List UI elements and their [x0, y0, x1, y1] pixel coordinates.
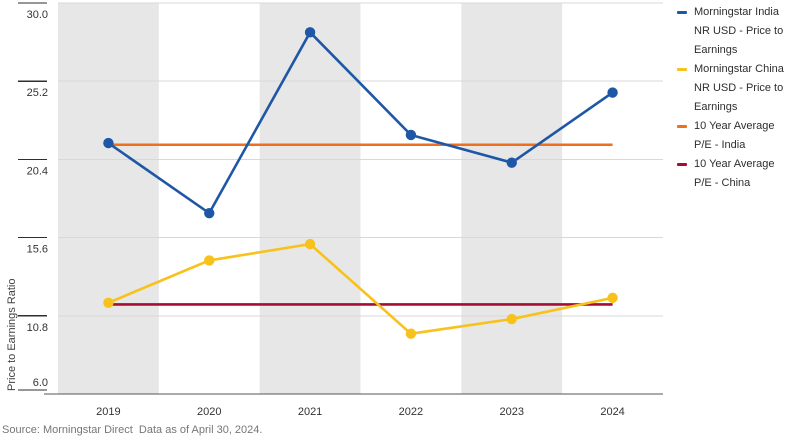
data-point: [506, 157, 517, 168]
legend-swatch-china-series: [677, 68, 687, 71]
x-tick-label: 2021: [298, 406, 322, 418]
data-point: [607, 87, 618, 98]
data-point: [103, 137, 114, 149]
y-tick-label: 30.0: [27, 9, 48, 21]
source-note: Source: Morningstar Direct Data as of Ap…: [2, 424, 263, 436]
data-point: [304, 238, 316, 250]
data-point: [204, 255, 215, 266]
x-tick-label: 2022: [399, 406, 423, 418]
legend-label-avg-china: 10 Year Average P/E - China: [694, 158, 775, 189]
y-tick-label: 20.4: [27, 165, 48, 177]
x-tick-label: 2024: [600, 406, 624, 418]
y-tick-label: 25.2: [27, 87, 48, 99]
y-tick-label: 10.8: [27, 322, 48, 334]
data-point: [103, 297, 114, 308]
data-point: [607, 292, 618, 304]
chart-legend: Morningstar India NR USD - Price to Earn…: [677, 3, 788, 193]
y-tick-label: 15.6: [27, 244, 48, 256]
legend-label-avg-india: 10 Year Average P/E - India: [694, 120, 775, 151]
y-axis-title: Price to Earnings Ratio: [6, 278, 18, 392]
legend-label-india-series: Morningstar India NR USD - Price to Earn…: [694, 6, 784, 56]
data-point: [405, 328, 417, 339]
x-tick-label: 2023: [500, 406, 524, 418]
y-tick-label: 6.0: [33, 377, 48, 389]
x-tick-label: 2019: [96, 406, 120, 418]
legend-swatch-india-series: [677, 11, 687, 14]
legend-swatch-avg-india: [677, 125, 687, 128]
series-line: [107, 30, 614, 216]
series-line: [107, 242, 613, 336]
x-tick-label: 2020: [197, 406, 221, 418]
data-point: [204, 207, 215, 219]
shaded-column-band: [259, 3, 361, 394]
legend-swatch-avg-china: [677, 163, 687, 166]
legend-item-india-series: Morningstar India NR USD - Price to Earn…: [677, 3, 788, 60]
legend-item-china-series: Morningstar China NR USD - Price to Earn…: [677, 60, 788, 117]
data-point: [405, 129, 417, 141]
shaded-column-band: [58, 3, 159, 394]
data-point: [304, 27, 316, 38]
data-point: [506, 313, 517, 325]
shaded-column-band: [461, 3, 563, 394]
legend-label-china-series: Morningstar China NR USD - Price to Earn…: [694, 63, 784, 113]
legend-item-avg-china: 10 Year Average P/E - China: [677, 155, 788, 193]
legend-item-avg-india: 10 Year Average P/E - India: [677, 117, 788, 155]
